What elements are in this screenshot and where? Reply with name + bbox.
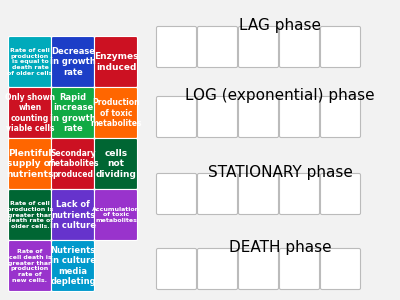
FancyBboxPatch shape [320, 26, 360, 68]
FancyBboxPatch shape [8, 88, 52, 139]
FancyBboxPatch shape [198, 173, 238, 214]
FancyBboxPatch shape [8, 190, 52, 241]
FancyBboxPatch shape [156, 173, 196, 214]
FancyBboxPatch shape [8, 139, 52, 190]
Text: Rapid
increase
in growth
rate: Rapid increase in growth rate [50, 93, 96, 133]
FancyBboxPatch shape [94, 37, 138, 88]
Text: cells
not
dividing: cells not dividing [96, 149, 136, 179]
FancyBboxPatch shape [52, 241, 94, 292]
FancyBboxPatch shape [238, 97, 278, 137]
FancyBboxPatch shape [52, 88, 94, 139]
FancyBboxPatch shape [94, 139, 138, 190]
Text: Rate of
cell death is
greater than
production
rate of
new cells.: Rate of cell death is greater than produ… [8, 249, 52, 283]
Text: Decrease
in growth
rate: Decrease in growth rate [50, 47, 96, 77]
FancyBboxPatch shape [280, 248, 320, 290]
FancyBboxPatch shape [238, 26, 278, 68]
FancyBboxPatch shape [156, 97, 196, 137]
FancyBboxPatch shape [280, 97, 320, 137]
Text: LAG phase: LAG phase [239, 18, 321, 33]
FancyBboxPatch shape [320, 97, 360, 137]
FancyBboxPatch shape [238, 248, 278, 290]
FancyBboxPatch shape [8, 37, 52, 88]
FancyBboxPatch shape [198, 248, 238, 290]
Text: Production
of toxic
metabolites: Production of toxic metabolites [90, 98, 142, 128]
FancyBboxPatch shape [156, 248, 196, 290]
FancyBboxPatch shape [94, 190, 138, 241]
Text: Plentiful
supply of
nutrients: Plentiful supply of nutrients [6, 149, 54, 179]
FancyBboxPatch shape [94, 88, 138, 139]
FancyBboxPatch shape [280, 26, 320, 68]
FancyBboxPatch shape [238, 173, 278, 214]
Text: STATIONARY phase: STATIONARY phase [208, 165, 352, 180]
Text: DEATH phase: DEATH phase [229, 240, 331, 255]
Text: Accumulation
of toxic
metabolites: Accumulation of toxic metabolites [92, 207, 140, 223]
Text: Secondary
metabolites
produced: Secondary metabolites produced [47, 149, 99, 179]
Text: Enzymes
induced: Enzymes induced [94, 52, 138, 72]
FancyBboxPatch shape [198, 97, 238, 137]
Text: Rate of cell
production
is equal to
death rate
of older cells: Rate of cell production is equal to deat… [7, 48, 53, 76]
FancyBboxPatch shape [52, 37, 94, 88]
Text: Only shown
when
counting
viable cells: Only shown when counting viable cells [5, 93, 55, 133]
FancyBboxPatch shape [198, 26, 238, 68]
Text: Nutrients
in culture
media
depleting: Nutrients in culture media depleting [50, 246, 96, 286]
FancyBboxPatch shape [52, 139, 94, 190]
FancyBboxPatch shape [320, 248, 360, 290]
Text: Rate of cell
production is
greater than
death rate of
older cells.: Rate of cell production is greater than … [7, 201, 53, 229]
Text: Lack of
nutrients
in culture: Lack of nutrients in culture [50, 200, 96, 230]
FancyBboxPatch shape [8, 241, 52, 292]
FancyBboxPatch shape [280, 173, 320, 214]
Text: LOG (exponential) phase: LOG (exponential) phase [185, 88, 375, 103]
FancyBboxPatch shape [52, 190, 94, 241]
FancyBboxPatch shape [156, 26, 196, 68]
FancyBboxPatch shape [320, 173, 360, 214]
